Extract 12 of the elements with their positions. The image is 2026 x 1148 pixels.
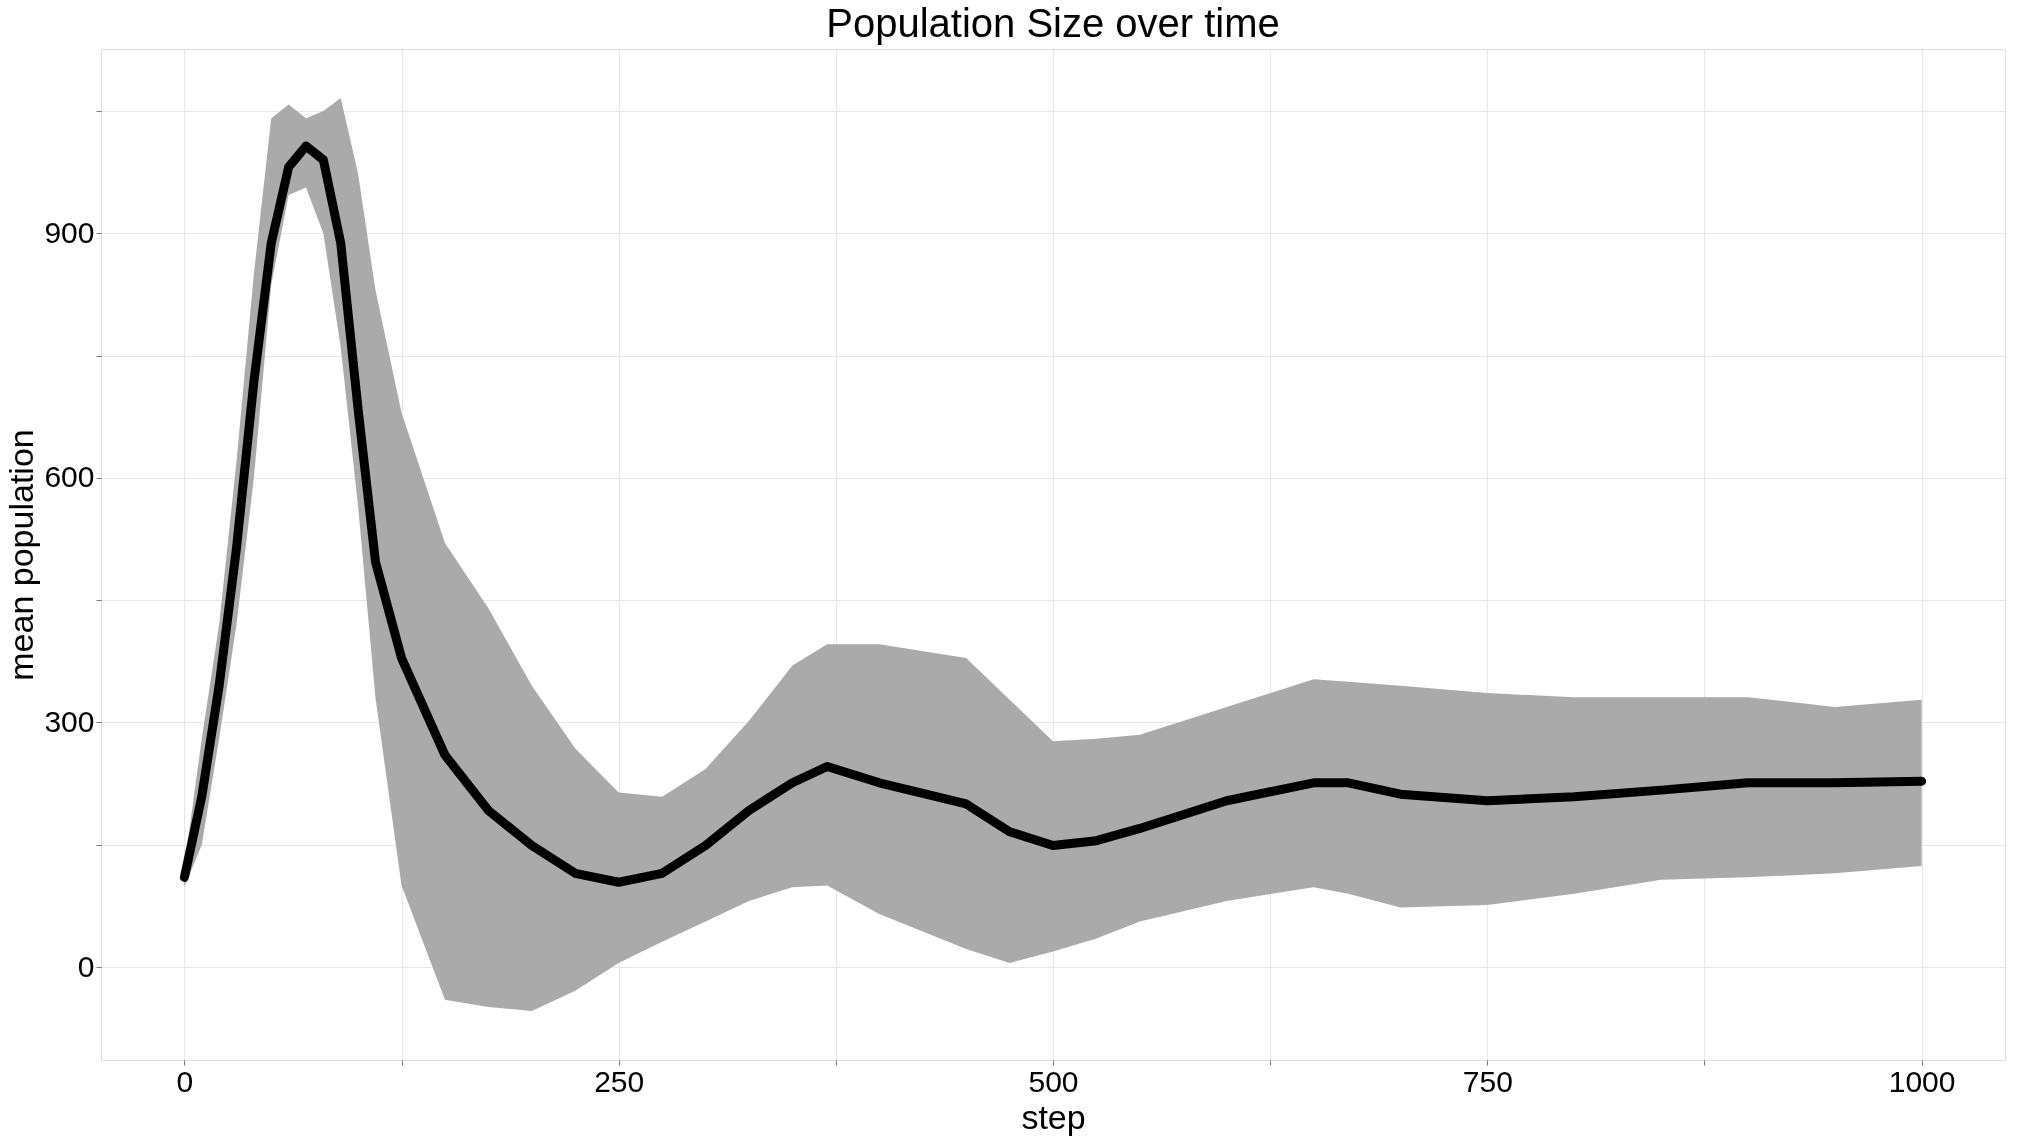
x-tick-label: 250 bbox=[594, 1064, 645, 1098]
x-tick-label: 500 bbox=[1028, 1064, 1079, 1098]
x-tick-label: 1000 bbox=[1888, 1064, 1956, 1098]
y-tick-label: 300 bbox=[44, 704, 95, 738]
y-axis-title: mean population bbox=[2, 429, 41, 681]
y-tick-label: 900 bbox=[44, 215, 95, 249]
x-axis-title: step bbox=[1021, 1097, 1086, 1136]
chart-title: Population Size over time bbox=[826, 1, 1280, 45]
y-tick-label: 600 bbox=[44, 460, 95, 494]
x-tick-label: 0 bbox=[176, 1064, 194, 1098]
x-tick-label: 750 bbox=[1462, 1064, 1513, 1098]
y-tick-label: 0 bbox=[77, 949, 95, 983]
